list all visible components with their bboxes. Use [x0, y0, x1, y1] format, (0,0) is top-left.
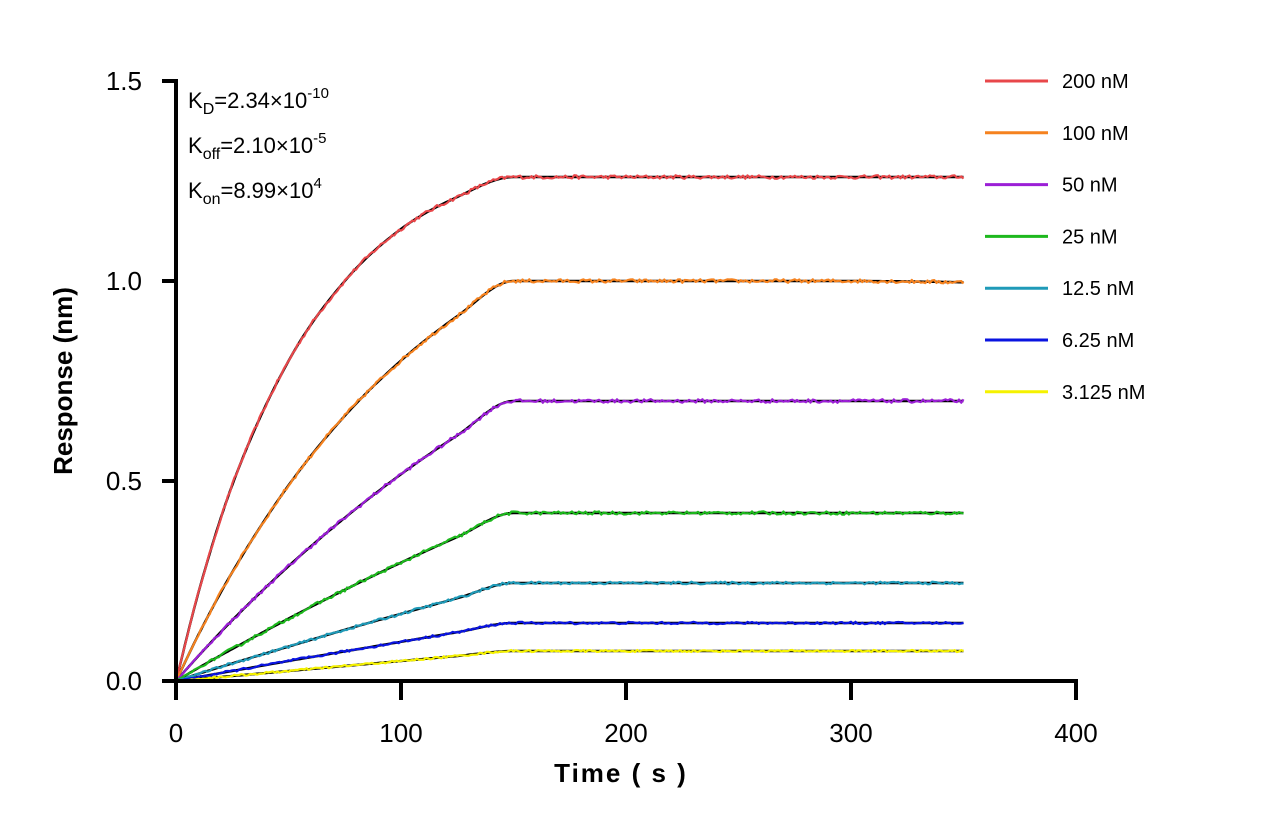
annotation-eq: =2.34×10 — [214, 88, 307, 113]
legend-label: 12.5 nM — [1062, 278, 1134, 300]
legend-label: 200 nM — [1062, 71, 1129, 93]
fit-line — [175, 581, 964, 683]
legend-label: 100 nM — [1062, 123, 1129, 145]
annotation-off: Koff=2.10×10-5 — [188, 130, 327, 163]
x-tick-label: 0 — [169, 718, 183, 748]
annotation-eq: =2.10×10 — [220, 133, 313, 158]
axes: 0.0 0.5 1.0 1.5 0 100 200 300 400 — [106, 66, 1098, 748]
annotation-sub: off — [203, 146, 221, 163]
legend-label: 25 nM — [1062, 226, 1118, 248]
annotation-sub: D — [203, 101, 215, 118]
annotation-sub: on — [203, 191, 221, 208]
y-tick-label: 1.0 — [106, 266, 142, 296]
series-line-12_5nM — [175, 580, 964, 683]
legend-label: 50 nM — [1062, 175, 1118, 197]
x-tick-label: 200 — [604, 718, 647, 748]
x-tick-label: 100 — [379, 718, 422, 748]
fit-line — [175, 511, 964, 683]
x-axis-title: Time ( s ) — [554, 758, 688, 788]
legend: 200 nM 100 nM 50 nM 25 nM 12.5 nM 6.25 nM 3.12… — [985, 71, 1145, 404]
series-line-25nM — [175, 510, 964, 682]
series-line-100nM — [175, 278, 965, 682]
annotation-sup: -5 — [313, 130, 326, 147]
annotation-sup: -10 — [307, 85, 329, 102]
annotation-eq: =8.99×10 — [220, 178, 313, 203]
annotation-d: KD=2.34×10-10 — [188, 85, 329, 118]
series-line-200nM — [174, 174, 965, 682]
data-curves — [174, 174, 965, 683]
y-tick-label: 0.0 — [106, 666, 142, 696]
annotation-on: Kon=8.99×104 — [188, 175, 322, 208]
series-line-50nM — [175, 398, 965, 682]
annotation-sup: 4 — [313, 175, 321, 192]
annotation-label: K — [188, 88, 203, 113]
series-line-3_125nM — [175, 648, 964, 683]
annotation-label: K — [188, 178, 203, 203]
annotation-label: K — [188, 133, 203, 158]
y-tick-label: 1.5 — [106, 66, 142, 96]
fit-line — [175, 649, 964, 683]
fit-line — [175, 399, 964, 682]
y-axis-title: Response (nm) — [48, 287, 78, 475]
fit-line — [174, 175, 964, 682]
series-line-6_25nM — [175, 620, 964, 683]
y-tick-label: 0.5 — [106, 466, 142, 496]
legend-label: 3.125 nM — [1062, 382, 1145, 404]
x-tick-label: 400 — [1054, 718, 1097, 748]
fit-curves — [174, 175, 964, 683]
x-tick-label: 300 — [829, 718, 872, 748]
legend-label: 6.25 nM — [1062, 330, 1134, 352]
